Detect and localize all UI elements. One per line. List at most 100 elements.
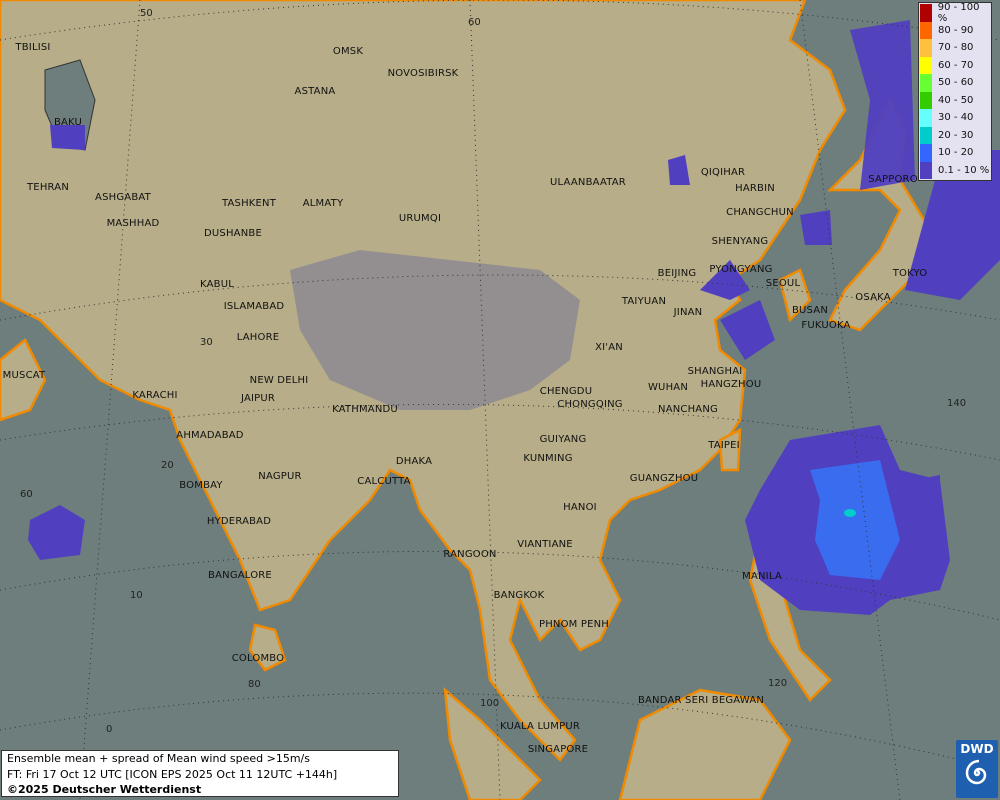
city-label: XI'AN [595, 342, 623, 353]
city-label: HARBIN [735, 183, 775, 194]
legend-swatch [920, 56, 932, 74]
city-label: HYDERABAD [206, 516, 272, 527]
city-label: TOKYO [892, 268, 928, 279]
city-label: FUKUOKA [801, 320, 851, 331]
city-label: BAKU [53, 117, 83, 128]
legend-item: 0.1 - 10 % [919, 161, 991, 179]
city-label: KATHMANDU [332, 404, 398, 415]
legend-item: 70 - 80 [919, 39, 991, 57]
city-label: WUHAN [647, 382, 689, 393]
dwd-logo: DWD [956, 740, 998, 798]
city-label: HANOI [563, 502, 597, 513]
legend-label: 90 - 100 % [937, 1, 980, 24]
legend-swatch [920, 126, 932, 144]
graticule-label: 60 [20, 489, 33, 500]
city-label: KUNMING [523, 453, 573, 464]
city-label: SHANGHAI [687, 366, 743, 377]
city-label: TBILISI [15, 42, 51, 53]
legend-label: 10 - 20 [938, 147, 974, 159]
city-label: QIQIHAR [700, 167, 746, 178]
graticule-label: 50 [140, 8, 153, 19]
city-label: BANDAR SERI BEGAWAN [637, 695, 765, 706]
city-label: BEIJING [657, 268, 697, 279]
legend: 90 - 100 % 80 - 90 70 - 80 60 - 70 50 - 60 40… [918, 2, 992, 181]
wind-probability-areas [28, 20, 1000, 615]
legend-swatch [920, 161, 932, 179]
city-label: MASHHAD [106, 218, 160, 229]
city-label: BANGALORE [208, 570, 272, 581]
legend-swatch [920, 144, 932, 162]
city-label: ASHGABAT [95, 192, 151, 203]
city-label: JAIPUR [240, 393, 276, 404]
legend-swatch [920, 4, 932, 22]
city-label: ASTANA [294, 86, 336, 97]
legend-item: 60 - 70 [919, 56, 991, 74]
graticule-label: 80 [248, 679, 261, 690]
legend-label: 60 - 70 [938, 59, 974, 71]
city-label: CALCUTTA [357, 476, 411, 487]
city-label: KARACHI [132, 390, 178, 401]
copyright: ©2025 Deutscher Wetterdienst [7, 783, 202, 796]
legend-label: 30 - 40 [938, 112, 974, 124]
city-label: TAIYUAN [621, 296, 667, 307]
city-label: ULAANBAATAR [550, 177, 626, 188]
city-label: ALMATY [302, 198, 344, 209]
graticule-label: 60 [468, 17, 481, 28]
product-title: Ensemble mean + spread of Mean wind spee… [7, 752, 310, 765]
city-label: NOVOSIBIRSK [387, 68, 459, 79]
city-label: BANGKOK [493, 590, 545, 601]
city-label: ISLAMABAD [223, 301, 285, 312]
city-label: KUALA LUMPUR [500, 721, 580, 732]
legend-label: 40 - 50 [938, 94, 974, 106]
graticule-label: 0 [106, 724, 113, 735]
legend-item: 40 - 50 [919, 91, 991, 109]
legend-label: 0.1 - 10 % [938, 164, 990, 176]
city-label: BUSAN [791, 305, 829, 316]
legend-swatch [920, 21, 932, 39]
legend-swatch [920, 39, 932, 57]
graticule-label: 140 [947, 398, 967, 409]
city-label: MANILA [742, 571, 782, 582]
city-label: OMSK [332, 46, 364, 57]
legend-item: 80 - 90 [919, 21, 991, 39]
city-label: SHENYANG [711, 236, 769, 247]
graticule-label: 120 [768, 678, 788, 689]
legend-label: 50 - 60 [938, 77, 974, 89]
city-label: NAGPUR [258, 471, 302, 482]
city-label: VIANTIANE [517, 539, 573, 550]
legend-item: 50 - 60 [919, 74, 991, 92]
graticule-label: 30 [200, 337, 213, 348]
city-label: PYONGYANG [709, 264, 773, 275]
legend-swatch [920, 74, 932, 92]
graticule-label: 10 [130, 590, 143, 601]
city-label: CHANGCHUN [726, 207, 794, 218]
city-label: SINGAPORE [527, 744, 589, 755]
city-label: GUANGZHOU [629, 473, 699, 484]
forecast-time: FT: Fri 17 Oct 12 UTC [ICON EPS 2025 Oct… [7, 767, 338, 781]
legend-label: 20 - 30 [938, 129, 974, 141]
tibetan-plateau [290, 250, 580, 410]
city-label: KABUL [200, 279, 234, 290]
legend-swatch [920, 109, 932, 127]
city-label: GUIYANG [539, 434, 587, 445]
info-box: Ensemble mean + spread of Mean wind spee… [1, 750, 399, 797]
city-label: NANCHANG [658, 404, 718, 415]
city-label: MUSCAT [2, 370, 46, 381]
legend-label: 70 - 80 [938, 42, 974, 54]
city-label: HANGZHOU [700, 379, 762, 390]
legend-item: 30 - 40 [919, 109, 991, 127]
city-label: URUMQI [398, 213, 442, 224]
city-label: PHNOM PENH [538, 619, 610, 630]
city-label: DUSHANBE [204, 228, 262, 239]
city-label: TAIPEI [708, 440, 740, 451]
graticule-label: 100 [480, 698, 500, 709]
city-label: RANGOON [443, 549, 497, 560]
city-label: CHONGQING [557, 399, 623, 410]
city-label: TEHRAN [26, 182, 70, 193]
legend-item: 90 - 100 % [919, 1, 991, 24]
city-label: SAPPORO [868, 174, 918, 185]
city-label: JINAN [673, 307, 703, 318]
legend-swatch [920, 91, 932, 109]
